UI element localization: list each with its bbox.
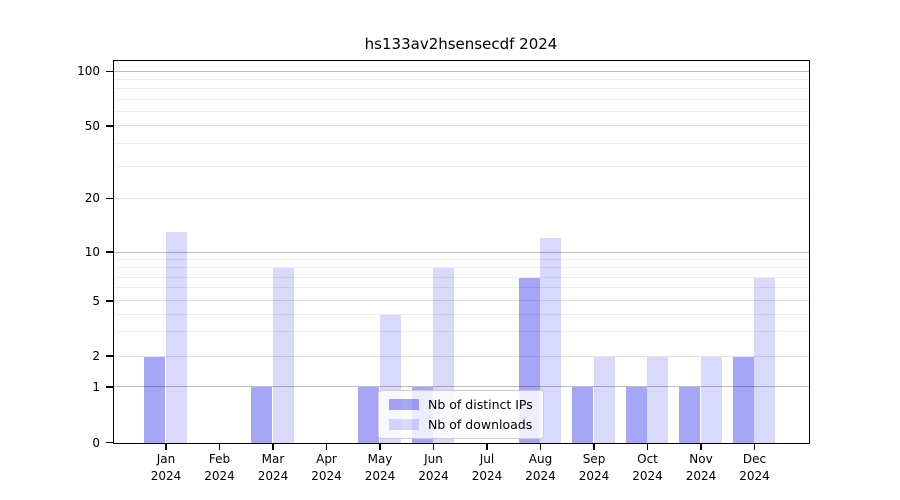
x-tick-mark	[272, 444, 274, 450]
gridline	[114, 355, 809, 357]
x-tick-label: Jan 2024	[150, 452, 182, 483]
gridline	[114, 98, 809, 100]
bar-downloads-aug	[540, 238, 562, 443]
y-tick-mark	[106, 70, 113, 73]
y-tick-label: 20	[84, 191, 100, 206]
x-tick-mark	[218, 444, 221, 450]
gridlines-minor-layer	[114, 61, 809, 443]
y-tick-mark	[106, 125, 113, 127]
bar-downloads-mar	[272, 268, 294, 443]
bar-distinct-ips-dec	[732, 356, 754, 443]
gridline	[114, 143, 809, 145]
x-tick-mark	[165, 444, 167, 450]
legend-swatch	[389, 419, 419, 430]
y-tick-label: 10	[84, 245, 100, 259]
x-tick-label: Jun 2024	[418, 452, 449, 483]
x-tick-label: Sep 2024	[578, 452, 610, 483]
bar-downloads-sep	[593, 356, 615, 443]
bar-distinct-ips-jan	[144, 356, 166, 443]
bar-downloads-jan	[165, 232, 187, 443]
bars-layer	[114, 61, 809, 443]
x-tick-mark	[753, 444, 756, 450]
plot-area: Nb of distinct IPs Nb of downloads	[113, 60, 810, 444]
gridline	[114, 197, 809, 199]
y-tick-label: 100	[77, 64, 100, 79]
bar-distinct-ips-may	[358, 387, 380, 443]
gridline	[114, 111, 809, 113]
chart-title: hs133av2hsensecdf 2024	[364, 35, 558, 53]
x-tick-label: Aug 2024	[525, 452, 556, 483]
gridlines-major-layer	[114, 61, 809, 443]
gridline	[114, 79, 809, 81]
gridline	[114, 88, 809, 90]
x-tick-mark	[379, 444, 381, 450]
x-tick-label: Nov 2024	[685, 452, 717, 483]
gridline	[114, 165, 809, 167]
x-tick-label: Mar 2024	[257, 452, 289, 483]
bar-distinct-ips-sep	[572, 387, 594, 443]
x-tick-mark	[486, 444, 488, 450]
y-tick-label: 1	[92, 379, 100, 394]
x-tick-mark	[539, 444, 542, 450]
x-tick-label: Dec 2024	[739, 452, 770, 483]
y-tick-mark	[106, 197, 113, 200]
bar-distinct-ips-oct	[625, 387, 647, 443]
y-tick-label: 50	[84, 118, 100, 133]
gridline	[114, 386, 809, 388]
y-tick-label: 0	[92, 435, 100, 450]
x-tick-label: Feb 2024	[204, 452, 235, 483]
gridline	[114, 313, 809, 315]
legend-label: Nb of downloads	[428, 417, 533, 432]
gridline	[114, 300, 809, 302]
y-tick-label: 2	[92, 349, 100, 363]
legend: Nb of distinct IPs Nb of downloads	[378, 390, 544, 439]
gridline	[114, 251, 809, 253]
x-tick-mark	[700, 444, 702, 450]
gridline	[114, 331, 809, 333]
y-tick-mark	[106, 300, 113, 302]
legend-item: Nb of distinct IPs	[389, 397, 533, 412]
gridline	[114, 258, 809, 260]
x-tick-label: Apr 2024	[311, 452, 342, 483]
bar-downloads-dec	[754, 277, 776, 443]
x-tick-label: May 2024	[364, 452, 396, 483]
bar-distinct-ips-mar	[251, 387, 273, 443]
x-tick-mark	[325, 444, 328, 450]
y-tick-mark	[106, 441, 113, 444]
gridline	[114, 267, 809, 269]
x-tick-mark	[593, 444, 595, 450]
y-tick-mark	[106, 386, 113, 388]
bar-downloads-nov	[700, 356, 722, 443]
x-tick-label: Jul 2024	[471, 452, 503, 483]
x-tick-mark	[646, 444, 649, 450]
y-tick-mark	[106, 251, 113, 253]
legend-swatch	[389, 399, 419, 410]
y-tick-mark	[106, 355, 113, 357]
x-tick-mark	[432, 444, 435, 450]
gridline	[114, 287, 809, 289]
bar-downloads-oct	[647, 356, 669, 443]
gridline	[114, 70, 809, 72]
bar-distinct-ips-nov	[679, 387, 701, 443]
gridline	[114, 276, 809, 278]
y-tick-label: 5	[92, 293, 100, 308]
x-tick-label: Oct 2024	[632, 452, 663, 483]
gridline	[114, 125, 809, 127]
legend-item: Nb of downloads	[389, 417, 533, 432]
legend-label: Nb of distinct IPs	[428, 397, 533, 412]
